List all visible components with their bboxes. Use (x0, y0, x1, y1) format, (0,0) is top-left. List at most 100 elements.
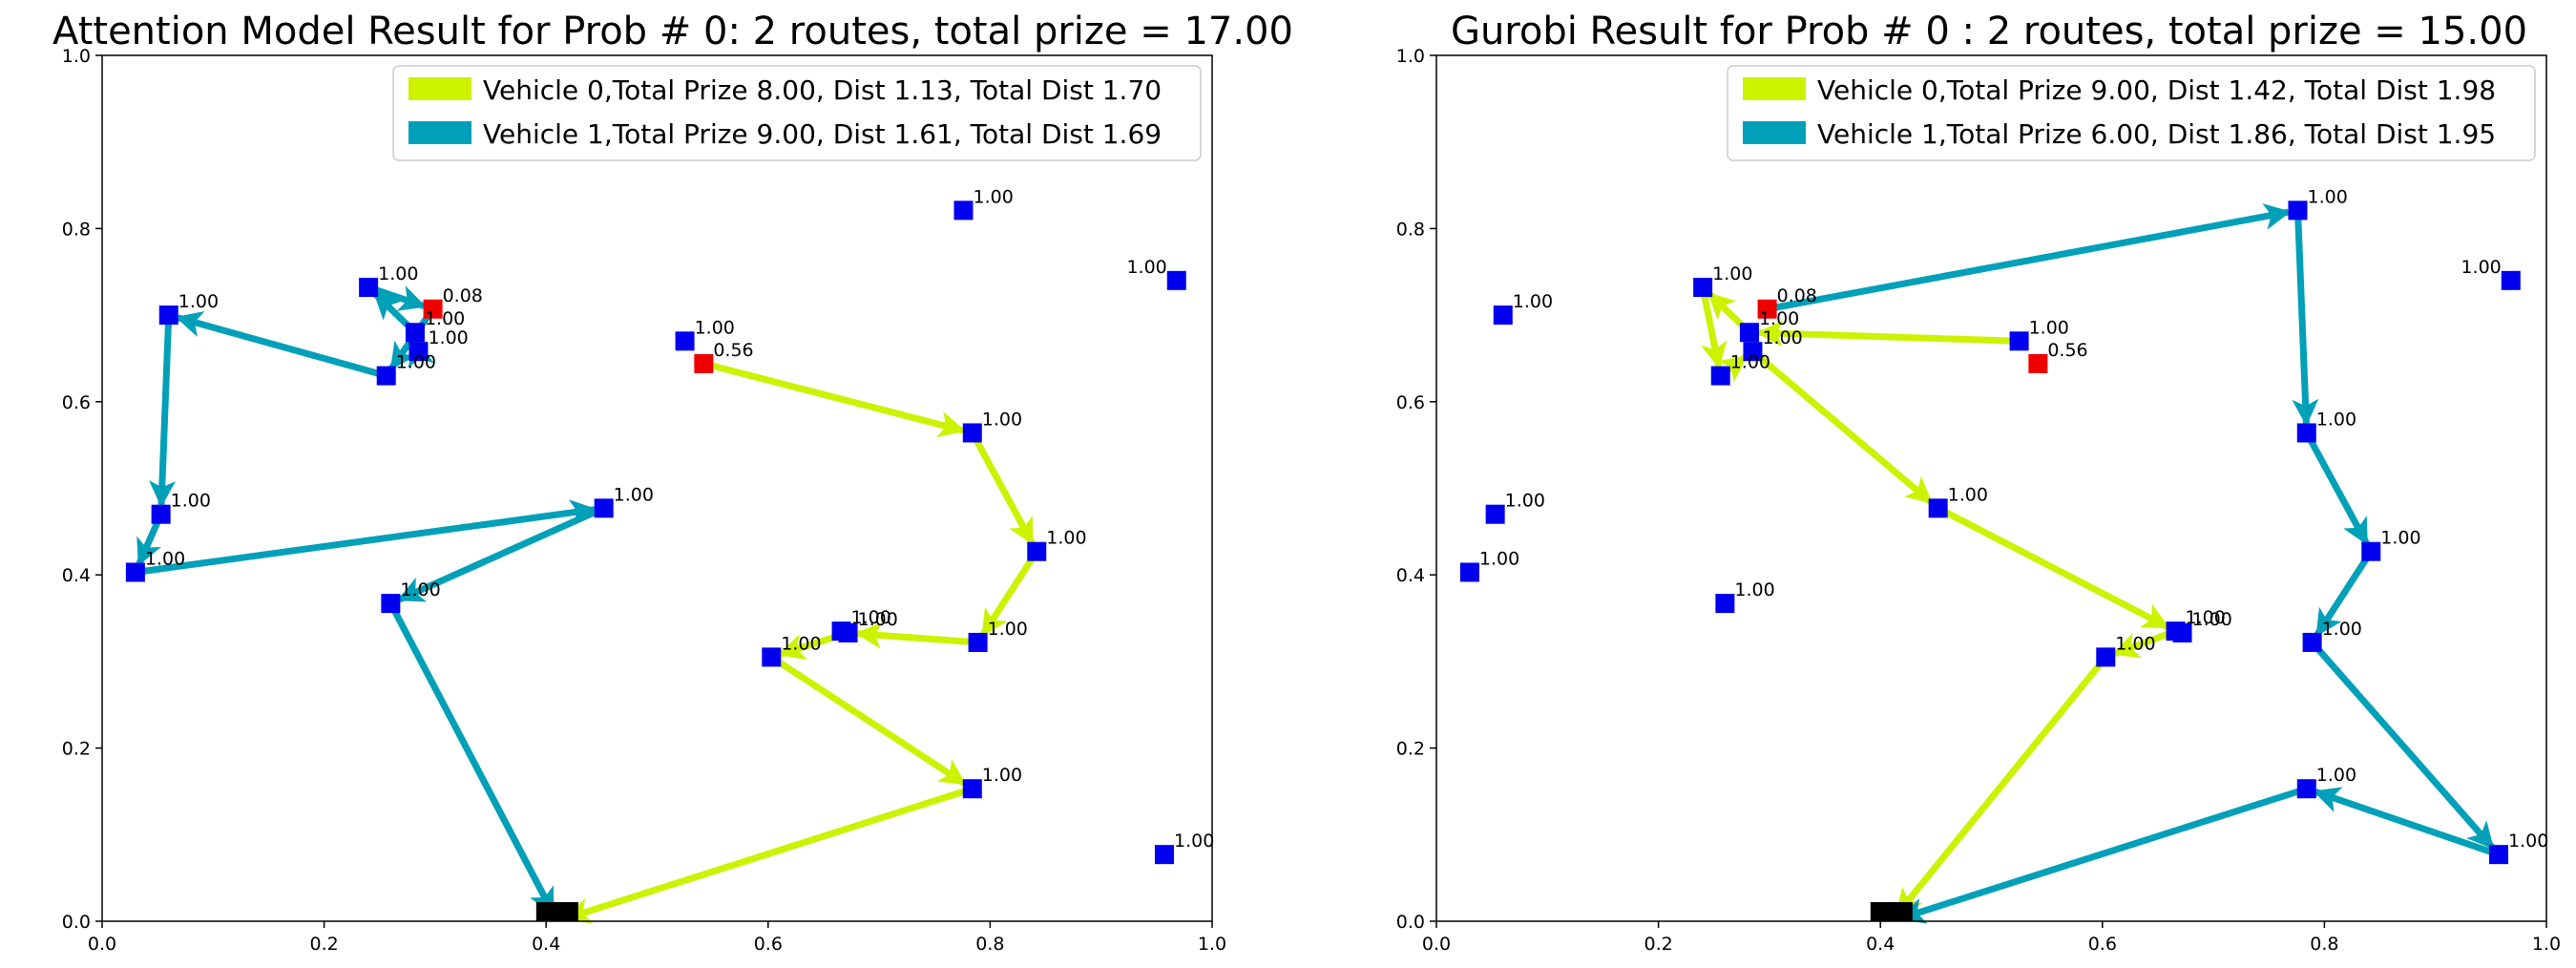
left-node-prize-label: 1.00 (982, 765, 1022, 786)
right-legend-label-vehicle0: Vehicle 0,Total Prize 9.00, Dist 1.42, T… (1817, 74, 2496, 106)
right-vehicle1-route-arrow (1766, 203, 2292, 313)
right-node-marker (1459, 562, 1479, 582)
left-legend-swatch-vehicle1 (408, 121, 471, 144)
right-node-marker (1928, 498, 1948, 518)
left-vehicle1-route-arrow (135, 499, 597, 576)
left-node-prize-label: 1.00 (1126, 257, 1166, 278)
left-node-marker (594, 498, 614, 518)
left-node-prize-label: 1.00 (695, 317, 735, 338)
left-node-prize-label: 0.08 (443, 285, 483, 306)
left-vehicle1-route-arrow (175, 311, 387, 379)
right-node-prize-label: 1.00 (1730, 352, 1770, 373)
right-vehicle0-route-arrow (1937, 505, 2170, 630)
right-vehicle1-route-arrow (1897, 785, 2308, 924)
left-x-tick-label: 0.6 (754, 934, 783, 955)
right-plot-frame (1435, 54, 2547, 922)
left-vehicle1-route-arrow (396, 505, 606, 603)
left-node-prize-label: 1.00 (781, 633, 821, 654)
right-node-marker (2009, 331, 2029, 351)
right-node-prize-label: 1.00 (1505, 491, 1545, 512)
left-node-prize-label: 1.00 (1174, 831, 1214, 852)
right-node-prize-label: 1.00 (2316, 765, 2356, 786)
right-chart-title: Gurobi Result for Prob # 0 : 2 routes, t… (1451, 10, 2527, 53)
right-node-prize-label: 1.00 (2307, 186, 2347, 207)
right-node-marker (2296, 423, 2316, 443)
left-node-prize-label: 1.00 (614, 484, 654, 505)
right-legend-swatch-vehicle0 (1743, 77, 1806, 100)
left-node-prize-label: 1.00 (171, 491, 211, 512)
left-vehicle1-route-arrow (149, 314, 177, 508)
right-y-tick-label: 0.8 (1396, 219, 1425, 240)
left-node-marker (962, 779, 982, 799)
left-node-prize-label: 1.00 (396, 352, 436, 373)
left-node-marker (762, 647, 782, 667)
right-chart-panel: Gurobi Result for Prob # 0 : 2 routes, t… (1396, 10, 2561, 955)
left-legend-swatch-vehicle0 (408, 77, 471, 100)
left-y-tick-label: 0.2 (62, 739, 91, 760)
right-y-tick-label: 0.4 (1396, 565, 1425, 586)
right-node-prize-label: 1.00 (2380, 528, 2420, 549)
left-node-marker (1027, 541, 1047, 561)
left-chart-legend: Vehicle 0,Total Prize 8.00, Dist 1.13, T… (392, 65, 1202, 161)
right-node-marker (2488, 845, 2508, 865)
right-node-prize-label: 1.00 (1759, 308, 1799, 329)
left-node-marker (953, 200, 974, 221)
left-x-tick-label: 0.0 (88, 934, 116, 955)
left-vehicle1-route-arrow (387, 601, 556, 915)
right-node-marker (1693, 278, 1713, 298)
left-node-prize-label: 1.00 (1046, 528, 1086, 549)
left-node-marker (1154, 845, 1174, 865)
left-node-prize-label: 1.00 (858, 609, 898, 630)
right-node-marker (2288, 200, 2308, 221)
left-node-marker (359, 278, 379, 298)
left-vehicle0-route-arrow (854, 621, 978, 649)
left-node-marker (1166, 270, 1186, 290)
left-vehicle0-route-arrow (969, 431, 1036, 546)
left-x-tick-label: 1.0 (1198, 934, 1226, 955)
right-depot-marker (1870, 902, 1913, 921)
right-vehicle0-route-arrow (1750, 348, 1934, 505)
left-chart-panel: Attention Model Result for Prob # 0: 2 r… (52, 10, 1293, 955)
right-node-marker (1493, 305, 1513, 326)
left-partial-node-marker (694, 353, 714, 373)
left-node-prize-label: 1.00 (400, 579, 440, 600)
right-node-prize-label: 1.00 (1712, 263, 1752, 284)
left-node-marker (408, 342, 429, 362)
left-vehicle0-route-arrow (980, 549, 1040, 637)
right-node-marker (2501, 270, 2521, 290)
left-y-tick-label: 0.0 (62, 912, 91, 933)
left-partial-node-marker (423, 299, 443, 319)
left-node-marker (405, 323, 425, 343)
left-x-tick-label: 0.2 (309, 934, 338, 955)
right-node-marker (1715, 594, 1735, 614)
right-x-tick-label: 0.0 (1422, 934, 1451, 955)
left-node-prize-label: 1.00 (178, 291, 219, 312)
left-node-prize-label: 1.00 (428, 327, 468, 348)
right-node-prize-label: 1.00 (2316, 409, 2356, 430)
right-node-prize-label: 1.00 (1513, 291, 1553, 312)
left-node-marker (675, 331, 695, 351)
right-node-prize-label: 1.00 (2508, 831, 2548, 852)
left-chart-title: Attention Model Result for Prob # 0: 2 r… (52, 10, 1293, 53)
right-node-marker (1743, 342, 1763, 362)
right-vehicle1-route-arrow (2313, 787, 2501, 858)
right-node-prize-label: 0.08 (1777, 285, 1817, 306)
right-node-marker (2096, 647, 2116, 667)
left-node-prize-label: 0.56 (713, 340, 753, 361)
left-y-tick-label: 1.0 (62, 46, 91, 67)
left-vehicle0-route-arrow (702, 360, 966, 438)
left-plot-frame (101, 54, 1213, 922)
left-y-tick-label: 0.4 (62, 565, 91, 586)
left-node-marker (968, 632, 988, 652)
right-partial-node-marker (1757, 299, 1777, 319)
left-node-prize-label: 1.00 (982, 409, 1022, 430)
right-node-prize-label: 1.00 (2115, 633, 2155, 654)
right-node-marker (2361, 541, 2381, 561)
left-node-prize-label: 1.00 (145, 548, 185, 569)
right-node-marker (2296, 779, 2316, 799)
right-vehicle1-route-arrow (2314, 549, 2375, 637)
left-node-marker (838, 622, 858, 642)
left-legend-label-vehicle0: Vehicle 0,Total Prize 8.00, Dist 1.13, T… (483, 74, 1162, 106)
right-x-tick-label: 0.4 (1866, 934, 1895, 955)
